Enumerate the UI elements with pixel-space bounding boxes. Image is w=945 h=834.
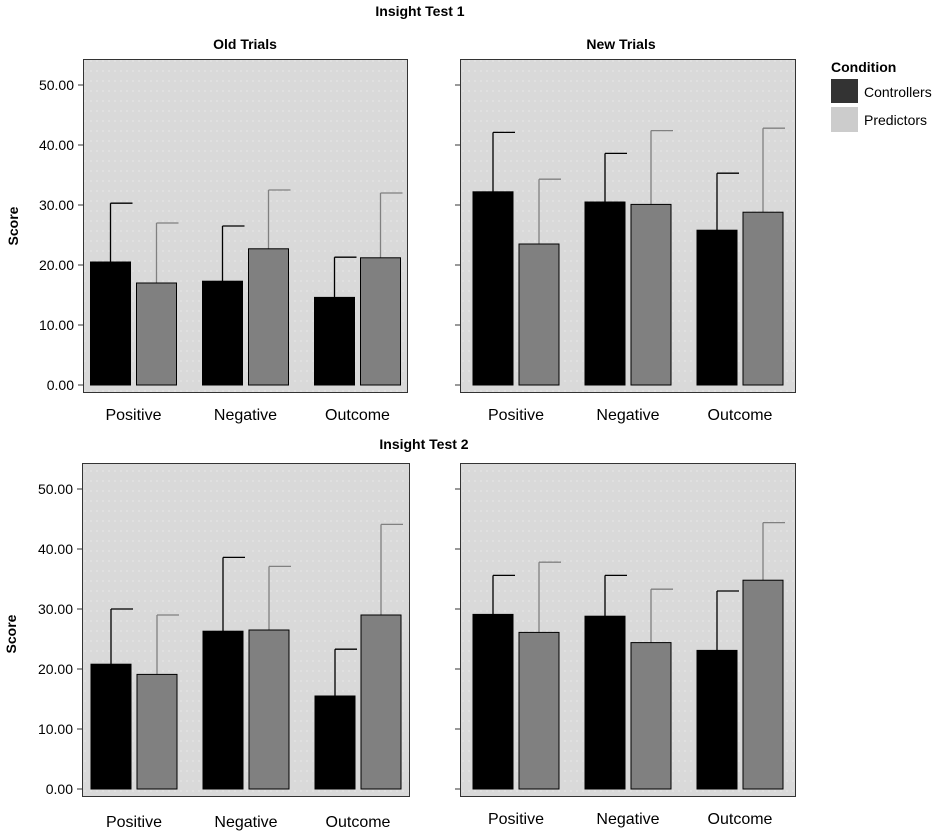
bar-predictors-negative	[630, 642, 672, 790]
x-category-label: Positive	[488, 811, 544, 828]
x-category-label: Outcome	[326, 814, 391, 831]
bar-controllers-negative	[202, 630, 244, 790]
y-tick-label: 0.00	[47, 377, 74, 393]
y-tick-label: 10.00	[38, 721, 73, 737]
y-axis-label-row-2: Score	[3, 614, 19, 653]
bar-controllers-positive	[90, 663, 132, 790]
panel-grid	[460, 59, 796, 393]
y-tick-label: 50.00	[38, 481, 73, 497]
y-tick-label: 50.00	[39, 77, 74, 93]
x-category-label: Negative	[214, 407, 277, 424]
panel-r1-p2: Positive Negative Outcome	[455, 59, 796, 424]
bar-predictors-positive	[136, 282, 177, 386]
x-category-label: Outcome	[708, 407, 773, 424]
legend-swatch-controllers	[831, 79, 858, 103]
legend-label-controllers: Controllers	[864, 84, 932, 100]
panel-border	[82, 463, 410, 797]
panel-grid	[83, 59, 408, 393]
x-category-label: Negative	[596, 811, 659, 828]
x-category-label: Positive	[105, 407, 161, 424]
y-tick-label: 0.00	[46, 781, 73, 797]
bar-predictors-negative	[248, 248, 289, 386]
legend-swatch-predictors	[831, 107, 858, 132]
bar-predictors-positive	[518, 631, 560, 790]
bar-controllers-outcome	[314, 296, 355, 386]
bar-predictors-positive	[136, 673, 178, 790]
bar-controllers-outcome	[314, 695, 356, 790]
panel-r2-p2: Positive Negative Outcome	[455, 463, 796, 828]
panel-border	[460, 59, 796, 393]
bar-controllers-positive	[90, 261, 131, 386]
panel-border	[460, 463, 796, 797]
x-category-label: Positive	[106, 814, 162, 831]
y-tick-label: 40.00	[38, 541, 73, 557]
legend-title: Condition	[831, 59, 896, 75]
y-tick-label: 10.00	[39, 317, 74, 333]
panel-r1-p1: 0.00 10.00 20.00 30.00 40.00 50.00 Positive Neg…	[39, 59, 408, 424]
bar-controllers-positive	[472, 613, 514, 790]
y-tick-label: 30.00	[39, 197, 74, 213]
bar-predictors-outcome	[742, 579, 784, 790]
bar-predictors-outcome	[360, 257, 401, 386]
panel-grid	[460, 463, 796, 797]
legend-label-predictors: Predictors	[864, 112, 927, 128]
legend: Condition Controllers Predictors	[831, 59, 932, 132]
x-category-label: Negative	[214, 814, 277, 831]
bar-controllers-negative	[202, 280, 243, 386]
row-title-1: Insight Test 1	[375, 3, 464, 19]
bar-predictors-outcome	[360, 614, 402, 790]
bar-predictors-negative	[248, 629, 290, 790]
y-axis-label-row-1: Score	[5, 206, 21, 245]
facet-title-old-trials: Old Trials	[213, 36, 277, 52]
x-category-label: Negative	[596, 407, 659, 424]
bar-controllers-outcome	[696, 229, 738, 386]
y-tick-label: 30.00	[38, 601, 73, 617]
bar-predictors-outcome	[742, 211, 784, 386]
y-tick-label: 20.00	[39, 257, 74, 273]
panel-r2-p1: 0.00 10.00 20.00 30.00 40.00 50.00 Positive Neg…	[38, 463, 410, 831]
x-category-label: Positive	[488, 407, 544, 424]
y-tick-label: 20.00	[38, 661, 73, 677]
bar-controllers-outcome	[696, 649, 738, 790]
y-tick-label: 40.00	[39, 137, 74, 153]
facet-title-new-trials: New Trials	[586, 36, 655, 52]
bar-controllers-negative	[584, 201, 626, 386]
x-category-label: Outcome	[708, 811, 773, 828]
bar-predictors-negative	[630, 203, 672, 386]
row-title-2: Insight Test 2	[379, 436, 468, 452]
bar-controllers-positive	[472, 191, 514, 386]
bar-predictors-positive	[518, 243, 560, 386]
x-category-label: Outcome	[325, 407, 390, 424]
panel-border	[83, 59, 408, 393]
bar-controllers-negative	[584, 615, 626, 790]
